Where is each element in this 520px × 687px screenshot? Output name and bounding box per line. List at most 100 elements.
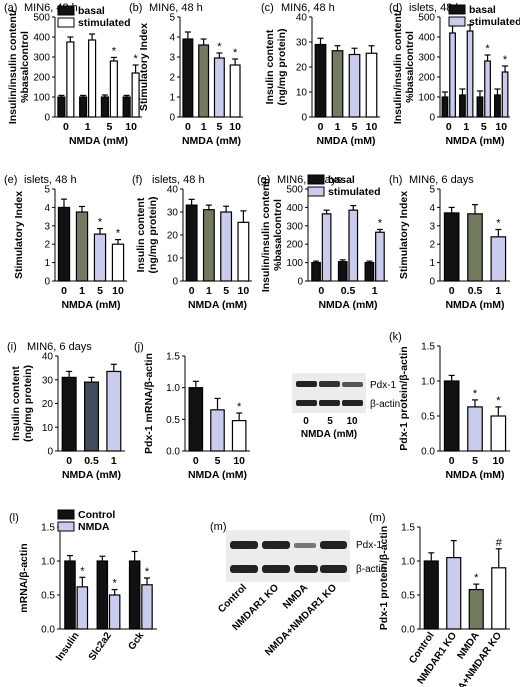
panel-j: 0.0 0.5 1.0 1.5 (j)Pdx-1 mRNA/β-actin * 0 5 10 NM…: [134, 341, 250, 481]
x-tick-label: 5: [216, 121, 222, 133]
y-axis-label: Pdx-1 protein/β-actin: [378, 526, 390, 630]
significance-mark: *: [217, 41, 222, 53]
significance-mark: *: [473, 388, 478, 400]
y-tick-label: 1.0: [166, 383, 180, 394]
y-tick-label: 0: [172, 277, 178, 288]
blot-m-band: [262, 565, 290, 573]
y-tick-label: 1.5: [421, 342, 435, 353]
x-tick-label: 10: [229, 121, 241, 133]
y-tick-label: 1.5: [41, 523, 55, 534]
bar: [128, 560, 141, 630]
panel-subtitle: MIN6, 6 days: [27, 341, 92, 353]
y-tick-label: 0.0: [166, 447, 180, 458]
y-tick-label: 0: [44, 277, 50, 288]
y-axis-label: (ng/mg protein): [276, 29, 288, 106]
panel-label: (i): [7, 341, 17, 353]
x-tick-label: 1: [495, 285, 501, 297]
panel-label: (j): [134, 341, 144, 353]
panel-subtitle: MIN6, 48 h: [281, 2, 335, 14]
significance-mark: *: [98, 217, 103, 229]
y-tick-label: 500: [286, 185, 303, 196]
x-axis-label: NMDA (mM): [61, 299, 120, 311]
bar: [466, 30, 474, 118]
bar: [188, 387, 204, 452]
bar: [337, 261, 348, 282]
y-axis-label: Insulin/insulin content/: [260, 178, 272, 292]
blot-lane-label: 10: [346, 416, 358, 427]
legend-label: stimulated: [78, 17, 131, 29]
y-axis-label: Insulin content: [10, 366, 22, 441]
blot-k-band: [319, 381, 340, 387]
blot-lane-label: 0: [303, 416, 309, 427]
bar: [75, 211, 89, 282]
legend-swatch: [57, 509, 75, 520]
x-tick-label: 1: [206, 285, 212, 297]
bar: [220, 211, 233, 282]
blot-k-band: [342, 382, 363, 387]
x-tick-label: Insulin: [54, 630, 81, 663]
x-tick-label: 10: [125, 121, 137, 133]
significance-mark: *: [378, 217, 383, 229]
blot-m-actin-label: β-actin: [356, 564, 386, 575]
panel-label: (k): [389, 331, 402, 343]
y-tick-label: 2: [44, 240, 50, 251]
y-axis-label: Insulin content: [264, 29, 276, 104]
y-axis-label: %basalcontrol: [272, 199, 284, 271]
blot-k-band: [342, 400, 363, 406]
y-tick-label: 4: [44, 203, 50, 214]
y-tick-label: 0: [429, 277, 435, 288]
x-tick-label: Gck: [126, 630, 146, 652]
panel-label: (l): [9, 512, 19, 524]
x-tick-label: 10: [233, 455, 245, 467]
y-tick-label: 5: [44, 185, 50, 196]
x-tick-label: 10: [238, 285, 250, 297]
legend-label: NMDA: [78, 521, 110, 533]
bar: [494, 94, 501, 118]
legend-swatch: [307, 186, 325, 197]
bar: [66, 41, 75, 118]
blot-k-band: [319, 400, 340, 406]
bar: [213, 57, 225, 118]
bar: [364, 262, 375, 282]
y-tick-label: 0: [169, 113, 175, 124]
y-axis-label: (ng/mg protein): [22, 365, 34, 442]
y-tick-label: 0.5: [401, 591, 415, 602]
bar: [467, 213, 483, 282]
blot-k-band: [296, 400, 317, 406]
x-tick-label: 5: [106, 121, 112, 133]
bar: [490, 415, 507, 452]
y-tick-label: 0: [47, 447, 53, 458]
y-axis-label: Insulin content: [135, 197, 147, 272]
y-tick-label: 3: [169, 53, 175, 64]
bar: [311, 262, 321, 282]
y-tick-label: 1.5: [401, 523, 415, 534]
x-axis-label: NMDA (mM): [62, 469, 121, 481]
bar: [79, 96, 88, 118]
bar: [57, 206, 71, 282]
y-tick-label: 0: [44, 113, 50, 124]
significance-mark: *: [145, 566, 150, 578]
x-tick-label: 0: [185, 121, 191, 133]
y-tick-label: 40: [42, 352, 54, 363]
bar: [441, 96, 449, 118]
bar: [476, 96, 484, 118]
panel-subtitle: islets, 48 h: [409, 2, 462, 14]
x-axis-label: NMDA (mM): [316, 135, 375, 147]
y-axis-label: Insulin/insulin content/: [392, 10, 404, 124]
legend-label: basal: [469, 4, 496, 16]
x-tick-label: 1: [79, 285, 85, 297]
bar: [484, 60, 491, 118]
y-tick-label: 100: [418, 93, 435, 104]
blot-m-band: [294, 565, 318, 573]
x-tick-label: 10: [112, 285, 124, 297]
significance-mark: *: [233, 47, 238, 59]
bar: [96, 560, 109, 630]
western-blot-m: Pdx-1 β-actin: [226, 530, 386, 582]
y-tick-label: 200: [418, 73, 435, 84]
bar: [348, 53, 361, 118]
y-tick-label: 20: [167, 231, 179, 242]
